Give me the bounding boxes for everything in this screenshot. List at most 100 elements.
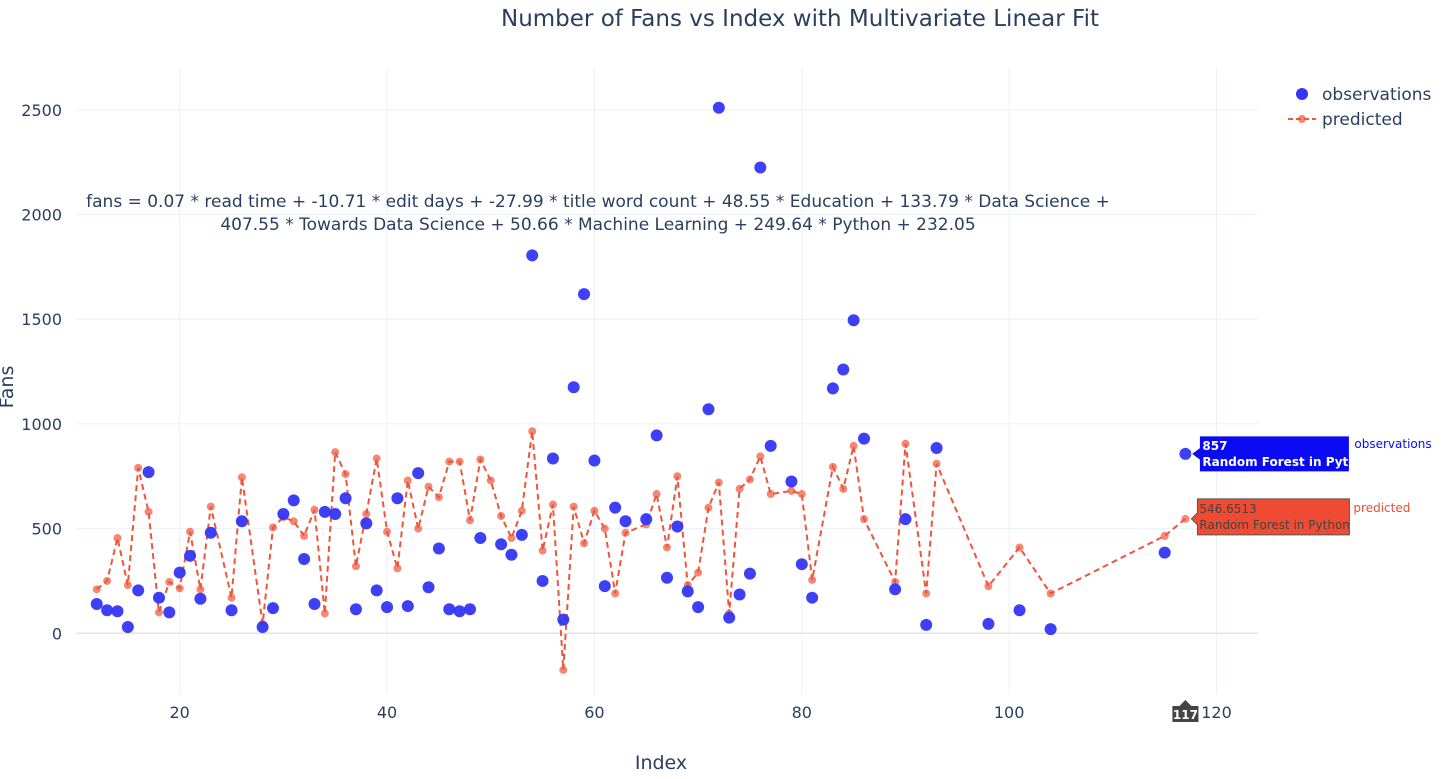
observation-point[interactable] bbox=[557, 613, 570, 626]
observation-point[interactable] bbox=[298, 552, 311, 565]
predicted-point[interactable] bbox=[227, 593, 236, 602]
observation-point[interactable] bbox=[795, 558, 808, 571]
predicted-point[interactable] bbox=[362, 509, 371, 518]
observation-point[interactable] bbox=[111, 605, 124, 618]
observation-point[interactable] bbox=[256, 621, 269, 634]
predicted-point[interactable] bbox=[320, 609, 329, 618]
observation-point[interactable] bbox=[1179, 447, 1192, 460]
predicted-point[interactable] bbox=[331, 448, 340, 457]
predicted-point[interactable] bbox=[714, 478, 723, 487]
predicted-point[interactable] bbox=[134, 463, 143, 472]
predicted-point[interactable] bbox=[828, 462, 837, 471]
predicted-point[interactable] bbox=[351, 562, 360, 571]
observation-point[interactable] bbox=[464, 603, 476, 616]
predicted-point[interactable] bbox=[745, 475, 754, 484]
observation-point[interactable] bbox=[578, 288, 591, 301]
observation-point[interactable] bbox=[349, 603, 362, 616]
observation-point[interactable] bbox=[474, 532, 487, 545]
predicted-point[interactable] bbox=[611, 589, 620, 598]
predicted-point[interactable] bbox=[569, 502, 578, 511]
predicted-point[interactable] bbox=[621, 528, 630, 537]
observation-point[interactable] bbox=[1044, 623, 1057, 636]
predicted-point[interactable] bbox=[528, 427, 537, 436]
predicted-point[interactable] bbox=[393, 564, 402, 573]
observation-point[interactable] bbox=[920, 618, 933, 631]
observation-point[interactable] bbox=[764, 439, 777, 452]
observation-point[interactable] bbox=[235, 515, 248, 528]
predicted-point[interactable] bbox=[1046, 589, 1055, 598]
predicted-point[interactable] bbox=[466, 516, 474, 525]
predicted-point[interactable] bbox=[580, 539, 589, 548]
predicted-point[interactable] bbox=[372, 454, 381, 463]
observation-point[interactable] bbox=[412, 467, 425, 480]
observation-point[interactable] bbox=[712, 101, 725, 114]
predicted-point[interactable] bbox=[144, 507, 153, 516]
predicted-point[interactable] bbox=[735, 484, 744, 493]
observation-point[interactable] bbox=[339, 492, 352, 505]
observation-point[interactable] bbox=[650, 429, 663, 442]
observation-point[interactable] bbox=[640, 513, 653, 526]
predicted-point[interactable] bbox=[103, 576, 112, 585]
observation-point[interactable] bbox=[132, 584, 145, 597]
observation-point[interactable] bbox=[194, 592, 207, 605]
observation-point[interactable] bbox=[184, 549, 197, 562]
observation-point[interactable] bbox=[826, 382, 839, 395]
observation-point[interactable] bbox=[837, 363, 850, 376]
observation-point[interactable] bbox=[743, 567, 756, 580]
observation-point[interactable] bbox=[619, 515, 632, 528]
observation-point[interactable] bbox=[546, 452, 559, 465]
predicted-point[interactable] bbox=[507, 534, 516, 543]
predicted-point[interactable] bbox=[901, 439, 910, 448]
predicted-point[interactable] bbox=[559, 665, 568, 674]
observation-point[interactable] bbox=[609, 501, 622, 514]
observation-point[interactable] bbox=[443, 603, 456, 616]
plot-area[interactable] bbox=[90, 101, 1192, 674]
predicted-point[interactable] bbox=[922, 589, 931, 598]
observation-point[interactable] bbox=[329, 507, 342, 520]
observation-point[interactable] bbox=[318, 505, 331, 518]
observation-point[interactable] bbox=[422, 581, 435, 594]
observation-point[interactable] bbox=[308, 597, 321, 610]
predicted-point[interactable] bbox=[932, 459, 941, 468]
predicted-point[interactable] bbox=[517, 506, 526, 515]
predicted-point[interactable] bbox=[113, 534, 122, 543]
predicted-point[interactable] bbox=[269, 523, 277, 532]
observation-point[interactable] bbox=[598, 580, 611, 593]
observation-point[interactable] bbox=[588, 454, 601, 467]
observation-point[interactable] bbox=[163, 606, 176, 619]
predicted-point[interactable] bbox=[455, 457, 464, 466]
observation-point[interactable] bbox=[432, 542, 445, 555]
predicted-point[interactable] bbox=[445, 457, 454, 466]
predicted-point[interactable] bbox=[756, 452, 765, 461]
observation-point[interactable] bbox=[930, 441, 943, 454]
observation-point[interactable] bbox=[381, 601, 394, 614]
predicted-point[interactable] bbox=[538, 546, 547, 555]
predicted-point[interactable] bbox=[175, 584, 184, 593]
predicted-point[interactable] bbox=[839, 484, 848, 493]
predicted-point[interactable] bbox=[310, 505, 319, 514]
observation-point[interactable] bbox=[267, 602, 279, 615]
predicted-point[interactable] bbox=[289, 517, 298, 526]
legend-item-observations[interactable]: observations bbox=[1296, 85, 1432, 105]
observation-point[interactable] bbox=[681, 585, 694, 598]
predicted-point[interactable] bbox=[673, 472, 682, 481]
predicted-point[interactable] bbox=[123, 581, 132, 590]
predicted-point[interactable] bbox=[652, 490, 661, 499]
predicted-point[interactable] bbox=[154, 608, 163, 617]
predicted-point[interactable] bbox=[434, 493, 443, 502]
predicted-point[interactable] bbox=[341, 470, 350, 479]
predicted-point[interactable] bbox=[548, 500, 557, 509]
observation-point[interactable] bbox=[661, 571, 673, 584]
observation-point[interactable] bbox=[505, 548, 518, 561]
observation-point[interactable] bbox=[723, 611, 736, 624]
observation-point[interactable] bbox=[453, 605, 466, 618]
predicted-point[interactable] bbox=[663, 543, 671, 552]
observation-point[interactable] bbox=[515, 528, 528, 541]
predicted-point[interactable] bbox=[476, 455, 485, 464]
observation-point[interactable] bbox=[889, 583, 902, 596]
observation-point[interactable] bbox=[733, 588, 746, 601]
predicted-point[interactable] bbox=[808, 575, 817, 584]
predicted-point[interactable] bbox=[860, 515, 868, 524]
observation-point[interactable] bbox=[567, 381, 580, 394]
predicted-point[interactable] bbox=[600, 524, 609, 533]
